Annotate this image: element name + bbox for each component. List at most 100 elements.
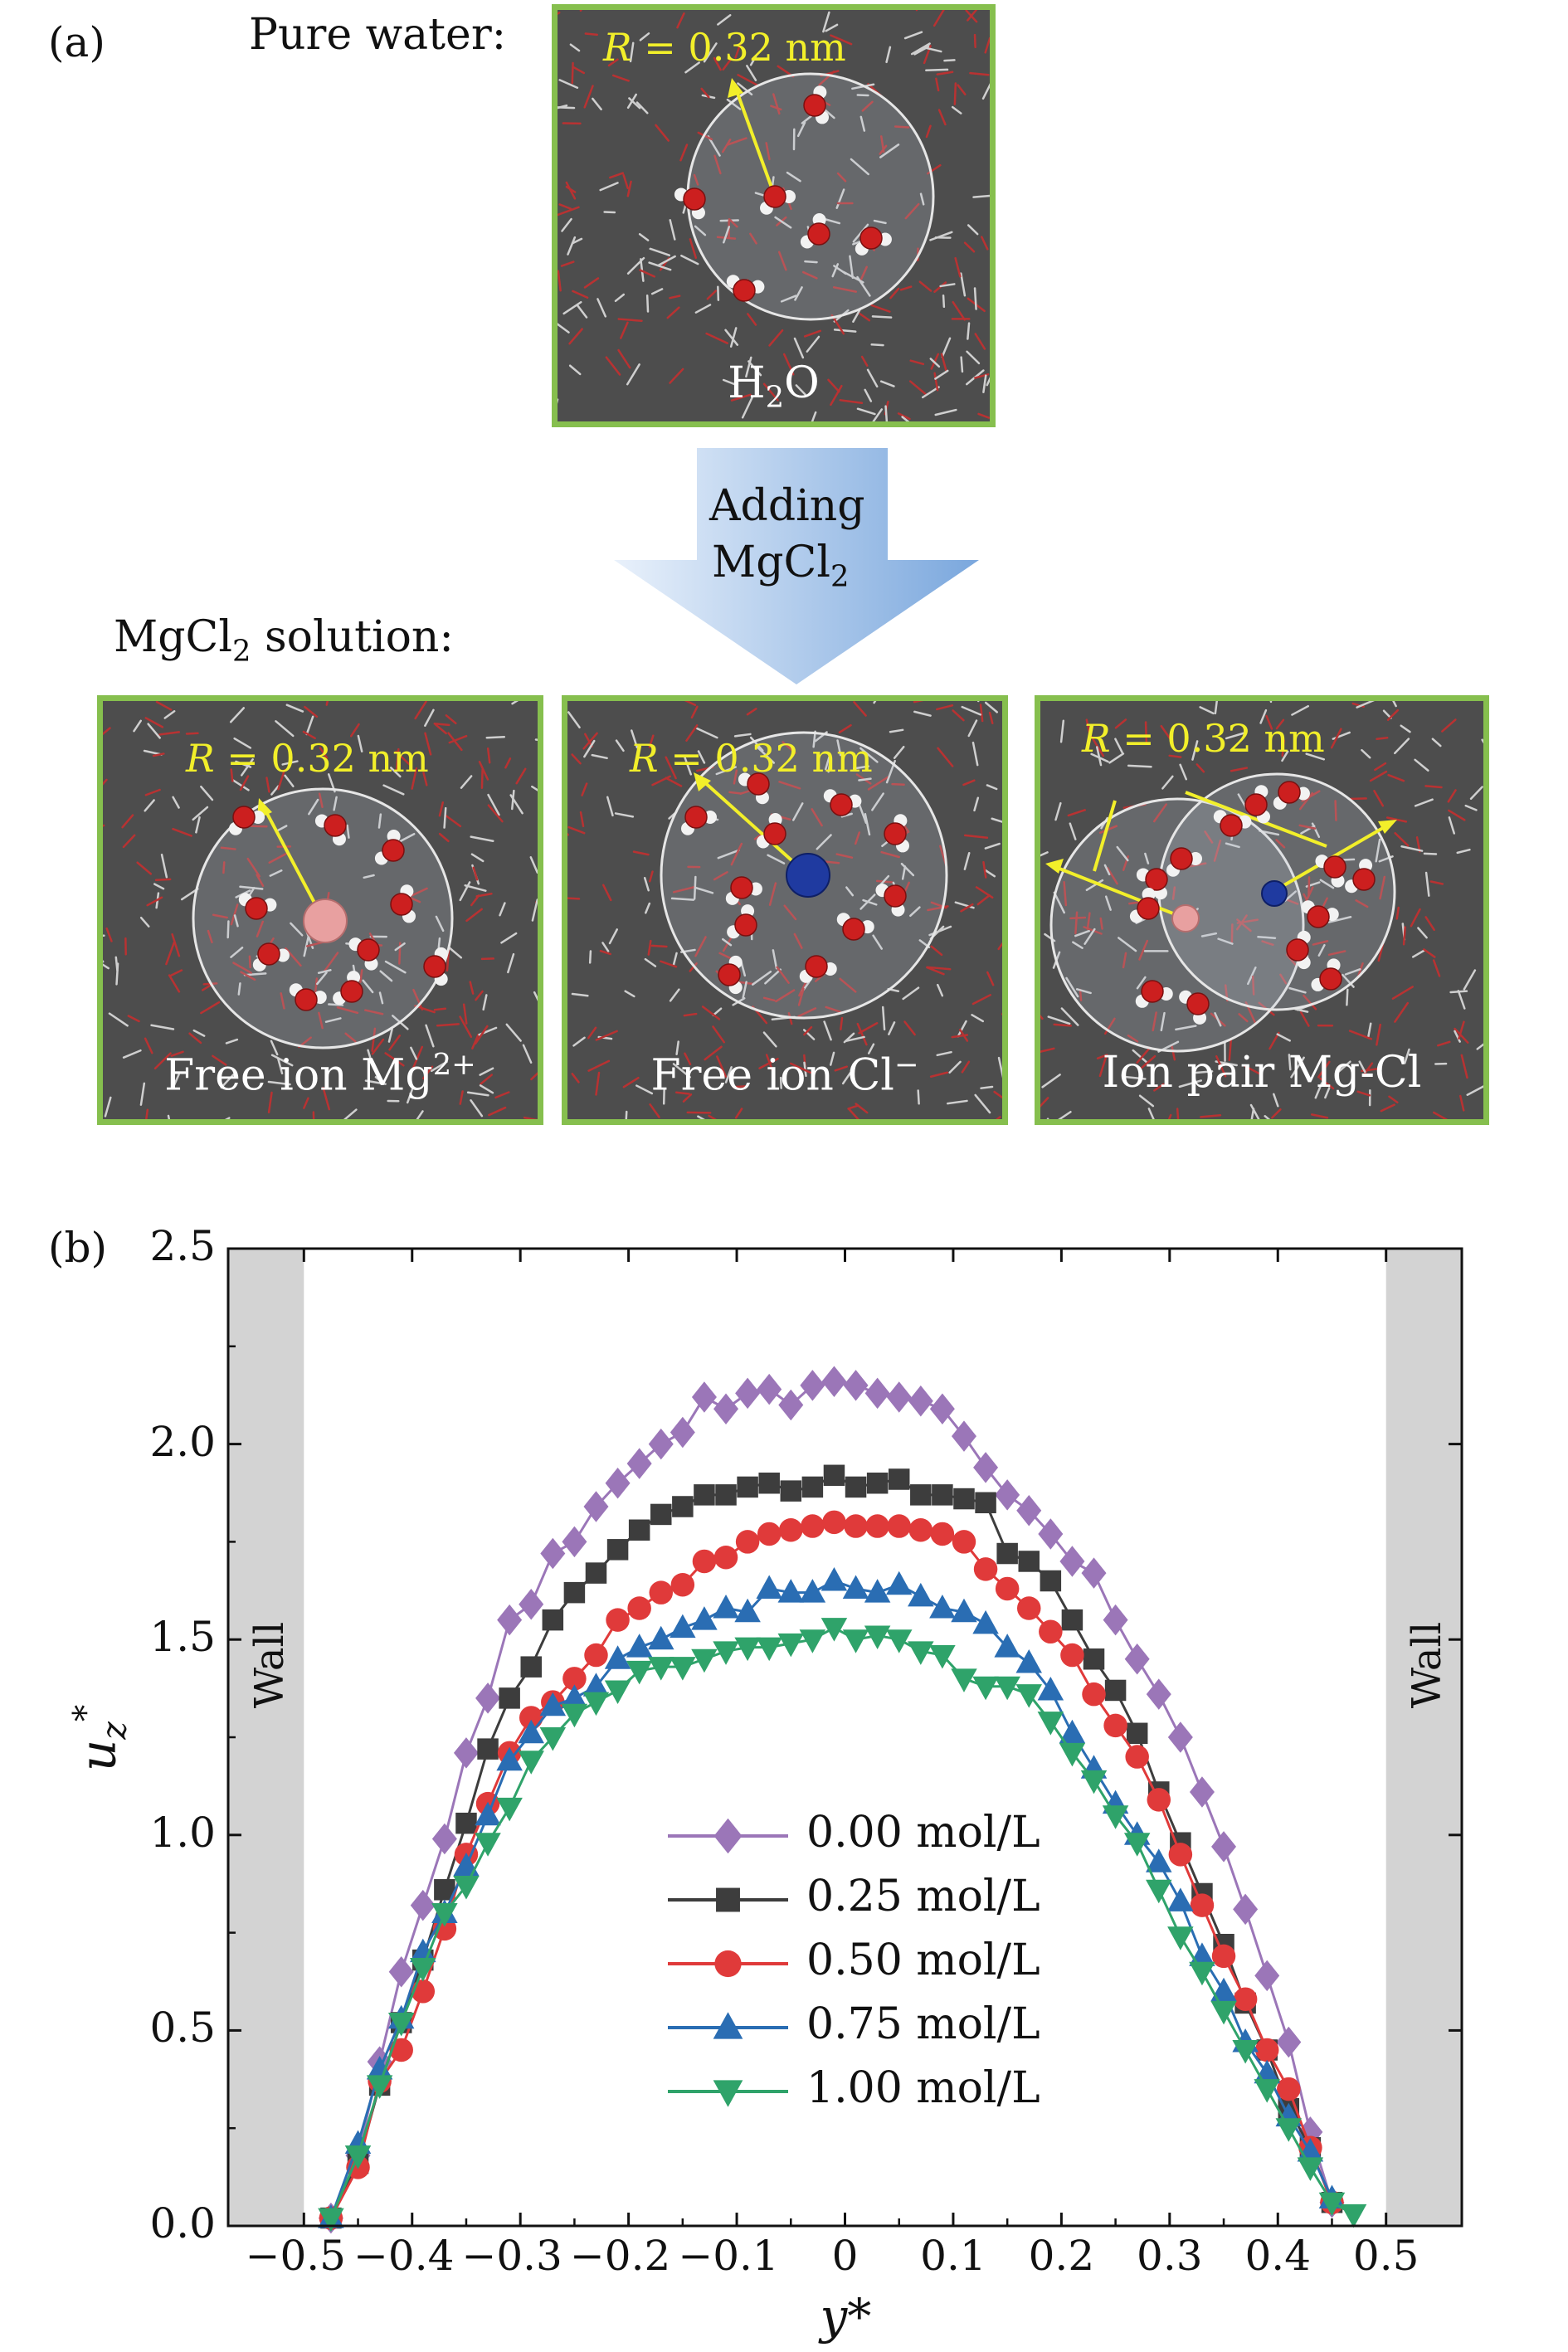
water-bond (571, 237, 583, 245)
water-bond (859, 747, 879, 763)
velocity-profile-chart (226, 1247, 1463, 2234)
data-point (1146, 1879, 1172, 1904)
data-point (453, 1737, 479, 1769)
water-bond (591, 753, 608, 760)
water-bond (967, 10, 978, 22)
water-bond (855, 1103, 869, 1114)
data-point (1168, 1843, 1193, 1867)
water-bond (939, 283, 956, 288)
water-bond (601, 942, 610, 952)
water-bond (745, 356, 752, 378)
data-point (735, 1530, 760, 1554)
data-point (952, 1530, 976, 1554)
water-bond (772, 93, 781, 115)
data-point (1059, 1546, 1085, 1577)
data-point (691, 1648, 718, 1673)
data-point (757, 1522, 782, 1546)
water-bond (856, 275, 871, 297)
water-bond (165, 941, 176, 966)
data-point (778, 1389, 804, 1421)
oxygen-atom (734, 913, 757, 937)
water-bond (859, 115, 866, 132)
x-tick-label: −0.2 (569, 2232, 671, 2280)
water-bond (847, 1104, 859, 1110)
radius-label: R = 0.32 nm (186, 736, 429, 781)
water-bond (220, 846, 236, 850)
data-point (1037, 1676, 1064, 1701)
water-bond (230, 903, 239, 926)
data-point (1103, 1604, 1128, 1636)
water-bond (1265, 714, 1273, 730)
water-bond (1356, 1090, 1371, 1097)
water-bond (1447, 789, 1457, 803)
water-bond (1458, 1020, 1465, 1040)
water-bond (1099, 917, 1103, 930)
water-bond (614, 293, 626, 303)
water-bond (1127, 1034, 1139, 1043)
water-bond (1275, 718, 1285, 730)
water-bond (1348, 797, 1367, 801)
data-point (497, 1604, 523, 1636)
data-point (972, 1609, 999, 1634)
water-bond (909, 906, 921, 918)
water-bond (470, 835, 494, 843)
water-bond (416, 1110, 424, 1119)
data-point (1015, 1648, 1042, 1673)
data-point (519, 1589, 544, 1620)
water-bond (485, 735, 506, 739)
data-point (1233, 1893, 1259, 1926)
water-bond (1290, 1056, 1305, 1079)
water-bond (827, 378, 840, 393)
water-bond (561, 217, 572, 232)
water-bond (942, 294, 946, 309)
water-bond (1429, 880, 1444, 885)
water-bond (256, 920, 265, 937)
water-bond (1387, 773, 1405, 782)
series-layer (318, 1366, 1367, 2234)
water-bond (1424, 871, 1430, 897)
water-bond (937, 109, 947, 126)
water-bond (1431, 738, 1442, 747)
water-bond (722, 937, 733, 947)
water-bond (683, 755, 693, 776)
water-bond (694, 936, 707, 957)
water-bond (160, 853, 168, 879)
water-bond (121, 814, 134, 829)
data-point (1211, 1944, 1236, 1969)
water-bond (706, 290, 718, 300)
water-bond (822, 11, 830, 33)
water-bond (1271, 1108, 1282, 1119)
oxygen-atom (1286, 938, 1309, 962)
water-bond (783, 904, 797, 921)
water-bond (729, 327, 738, 348)
x-tick-label: 0.2 (1028, 2232, 1095, 2280)
data-point (562, 1526, 587, 1558)
water-bond (212, 913, 228, 919)
water-bond (185, 732, 199, 735)
water-bond (867, 776, 889, 791)
water-bond (967, 322, 971, 340)
data-point (1167, 1887, 1194, 1911)
water-bond (1281, 739, 1285, 757)
water-bond (144, 1037, 153, 1054)
water-bond (1114, 718, 1127, 729)
water-bond (325, 701, 329, 706)
water-bond (305, 715, 314, 736)
water-bond (567, 236, 577, 256)
water-bond (840, 812, 853, 818)
mgcl2-solution-label: MgCl2 solution: (114, 612, 454, 669)
water-bond (953, 82, 957, 105)
x-tick-label: 0.5 (1352, 2232, 1419, 2280)
data-point (1276, 2026, 1302, 2058)
water-bond (737, 74, 760, 87)
water-bond (443, 806, 447, 829)
water-bond (1079, 988, 1083, 1001)
data-point (344, 2145, 372, 2169)
water-bond (631, 729, 639, 749)
water-bond (1047, 1015, 1071, 1025)
water-bond (984, 37, 990, 54)
water-bond (952, 300, 966, 321)
y-tick-label: 1.5 (149, 1613, 216, 1662)
water-bond (700, 87, 710, 99)
water-bond (1195, 1070, 1214, 1074)
